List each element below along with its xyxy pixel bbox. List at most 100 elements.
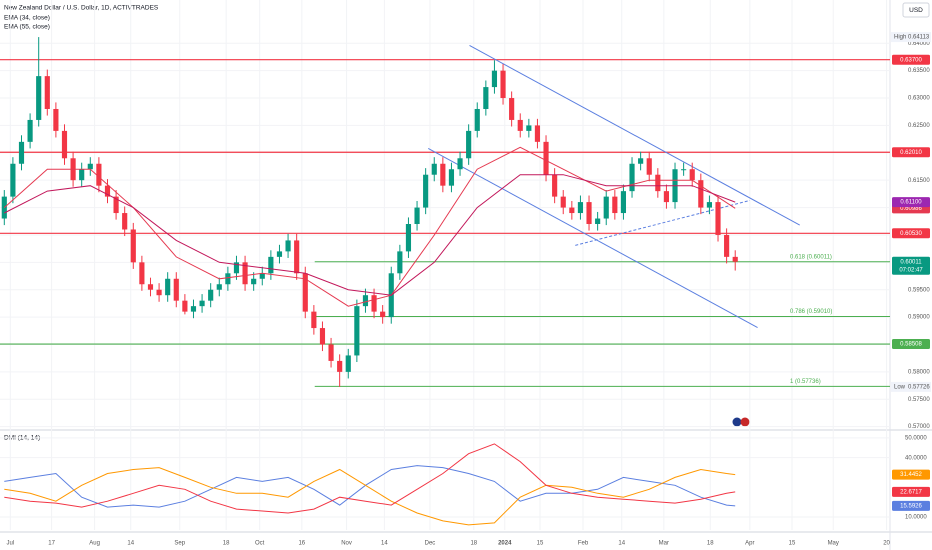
dmi-tag-box [892, 469, 930, 480]
extreme-box [891, 32, 931, 43]
candle-body [509, 98, 515, 120]
x-tick-label: 18 [223, 541, 230, 547]
dmi-line [4, 465, 736, 508]
candle-body [61, 130, 68, 159]
candle-body [53, 108, 59, 131]
extreme-box [891, 381, 931, 392]
candle-body [732, 256, 738, 262]
extreme-caption: Low [894, 384, 906, 390]
candle-body [457, 158, 463, 170]
candle-body [431, 163, 437, 175]
candle-body [294, 240, 300, 274]
candle-body [698, 180, 704, 208]
x-tick-label: 14 [127, 541, 134, 547]
x-tick-label: Nov [341, 541, 352, 547]
candle-body [638, 158, 644, 164]
x-tick-label: 15 [789, 541, 796, 547]
candle-body [362, 295, 369, 307]
candle-body [603, 196, 609, 219]
candle-body [165, 278, 171, 296]
candle-body [130, 229, 136, 263]
trendline [469, 45, 800, 226]
level-tag: 0.58508 [900, 342, 922, 348]
candle-body [345, 355, 351, 372]
x-tick-label: Dec [425, 541, 436, 547]
candle-body [440, 163, 446, 186]
fib-label: 0.618 (0.60011) [790, 254, 832, 260]
level-tag-box [892, 228, 930, 239]
y-tick-label: 0.58000 [908, 369, 930, 375]
x-tick-label: 18 [707, 541, 714, 547]
dmi-tag-box [892, 486, 930, 497]
y-tick-label: 50.0000 [905, 436, 927, 442]
x-tick-label: Jul [6, 541, 14, 547]
candle-body [526, 125, 532, 131]
x-tick-label: Sep [174, 541, 185, 547]
dmi-tag: 15.5926 [900, 503, 922, 509]
candle-body [104, 185, 111, 197]
candle-body [397, 251, 403, 274]
candle-body [337, 360, 343, 372]
y-tick-label: 0.61500 [908, 178, 930, 184]
candle-body [147, 284, 154, 290]
candle-body [156, 289, 162, 296]
level-tag: 0.62010 [900, 150, 922, 156]
y-tick-label: 10.0000 [905, 515, 927, 521]
y-tick-label: 0.62500 [908, 123, 930, 129]
y-tick-label: 0.63500 [908, 68, 930, 74]
x-tick-label: 17 [48, 541, 55, 547]
candle-body [569, 207, 575, 214]
x-tick-label: 14 [618, 541, 625, 547]
fib-label: 1 (0.57736) [790, 379, 821, 385]
candle-body [629, 163, 635, 192]
candle-body [543, 141, 549, 175]
level-tag-box [892, 147, 930, 158]
candle-body [276, 251, 283, 257]
candle-body [405, 224, 412, 252]
candle-body [208, 289, 214, 301]
candle-body [371, 295, 377, 312]
candle-body [113, 196, 119, 214]
candle-body [380, 311, 386, 318]
current-price-box [892, 256, 930, 275]
x-tick-label: 14 [381, 541, 388, 547]
candle-body [36, 76, 42, 120]
candle-body [242, 262, 248, 285]
extreme-caption: High [894, 35, 906, 41]
candle-body [620, 191, 627, 214]
candle-body [182, 300, 188, 312]
x-tick-label: Feb [578, 541, 589, 547]
candle-body [577, 202, 584, 214]
candle-body [18, 141, 25, 164]
candle-body [251, 278, 257, 285]
candle-body [328, 344, 334, 361]
candle-body [483, 87, 489, 109]
currency-button[interactable] [902, 2, 930, 18]
x-tick-label: 2024 [498, 541, 512, 547]
x-tick-label: Mar [659, 541, 669, 547]
y-tick-label: 0.59500 [908, 287, 930, 293]
trendline [427, 147, 758, 328]
x-tick-label: 15 [537, 541, 544, 547]
currency: USD [909, 7, 923, 14]
candle-body [655, 174, 661, 192]
y-tick-label: 0.57000 [908, 424, 930, 430]
candle-body [423, 174, 429, 208]
candle-body [285, 240, 291, 252]
candle-body [96, 163, 102, 186]
current-price: 0.60011 [900, 259, 922, 265]
trendline [575, 199, 750, 246]
candle-body [190, 306, 197, 312]
x-tick-label: Apr [745, 541, 754, 547]
y-tick-label: 0.64000 [908, 41, 930, 47]
x-tick-label: 16 [298, 541, 305, 547]
y-tick-label: 0.57500 [908, 397, 930, 403]
x-tick-label: 20 [883, 541, 890, 547]
x-tick-label: Oct [255, 541, 265, 547]
countdown: 07:02:47 [899, 267, 923, 273]
ema-tag: 0.61100 [900, 200, 922, 206]
level-tag: 0.63700 [900, 57, 922, 63]
candle-body [448, 169, 455, 186]
